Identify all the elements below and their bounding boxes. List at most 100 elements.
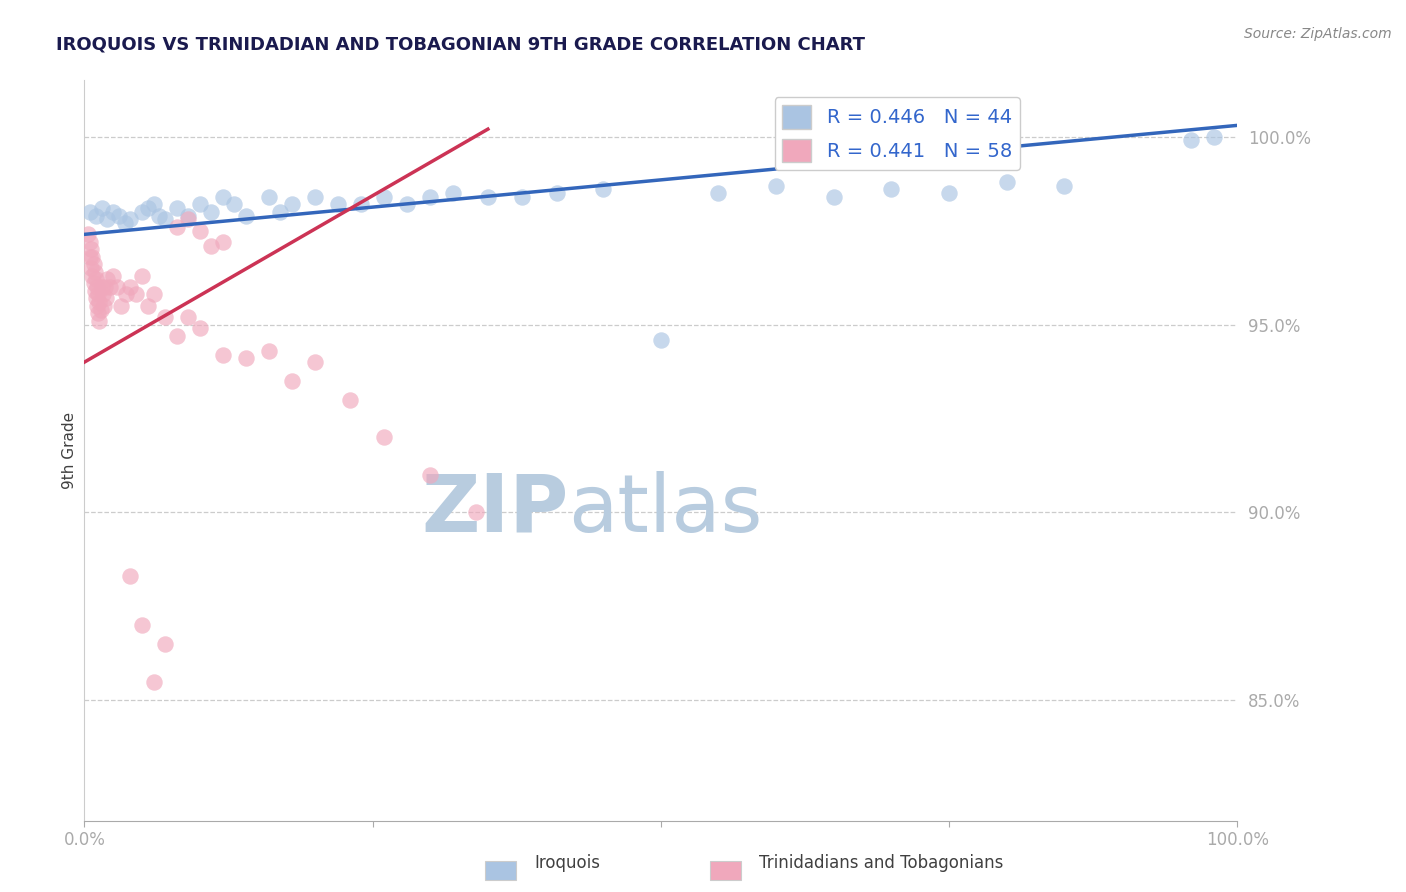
Point xyxy=(188,321,211,335)
Point xyxy=(257,190,280,204)
Point xyxy=(80,243,103,257)
Text: Trinidadians and Tobagonians: Trinidadians and Tobagonians xyxy=(759,855,1004,872)
Point xyxy=(82,250,104,264)
Point xyxy=(211,190,233,204)
Point xyxy=(90,201,112,215)
Point xyxy=(707,186,730,200)
Text: Source: ZipAtlas.com: Source: ZipAtlas.com xyxy=(1244,27,1392,41)
Point xyxy=(153,310,176,324)
Point xyxy=(373,430,395,444)
Point xyxy=(1204,129,1226,144)
Point xyxy=(224,197,246,211)
Text: Iroquois: Iroquois xyxy=(534,855,600,872)
Point xyxy=(200,238,222,252)
Text: ZIP: ZIP xyxy=(422,471,568,549)
Point xyxy=(87,306,110,320)
Point xyxy=(823,190,845,204)
Point xyxy=(96,291,118,305)
Point xyxy=(120,280,142,294)
Point xyxy=(96,272,118,286)
Point xyxy=(120,212,142,227)
Point xyxy=(136,299,159,313)
Point xyxy=(281,197,304,211)
Point xyxy=(441,186,464,200)
Point xyxy=(396,197,419,211)
Point xyxy=(136,201,159,215)
Point xyxy=(108,209,131,223)
Point xyxy=(89,295,111,310)
Point xyxy=(125,287,148,301)
Point xyxy=(1053,178,1076,193)
Point xyxy=(419,467,441,482)
Point xyxy=(91,287,114,301)
Point xyxy=(419,190,441,204)
Point xyxy=(650,333,672,347)
Point xyxy=(211,235,233,249)
Point xyxy=(79,204,101,219)
Text: atlas: atlas xyxy=(568,471,763,549)
Point xyxy=(166,328,188,343)
Point xyxy=(79,250,101,264)
Point xyxy=(148,209,170,223)
Point xyxy=(765,178,787,193)
Point xyxy=(103,268,124,283)
Point xyxy=(142,287,165,301)
Point xyxy=(83,265,105,279)
Point xyxy=(465,506,488,520)
Legend: R = 0.446   N = 44, R = 0.441   N = 58: R = 0.446 N = 44, R = 0.441 N = 58 xyxy=(775,97,1019,170)
Point xyxy=(188,197,211,211)
Point xyxy=(83,257,105,271)
Y-axis label: 9th Grade: 9th Grade xyxy=(62,412,77,489)
Point xyxy=(94,280,117,294)
Point xyxy=(84,291,107,305)
Point xyxy=(86,299,108,313)
Point xyxy=(131,618,153,632)
Point xyxy=(110,299,132,313)
Point xyxy=(257,343,280,358)
Point xyxy=(326,197,349,211)
Text: IROQUOIS VS TRINIDADIAN AND TOBAGONIAN 9TH GRADE CORRELATION CHART: IROQUOIS VS TRINIDADIAN AND TOBAGONIAN 9… xyxy=(56,36,865,54)
Point xyxy=(269,204,291,219)
Point xyxy=(995,175,1018,189)
Point xyxy=(592,182,614,196)
Point xyxy=(153,637,176,651)
Point xyxy=(76,227,98,242)
Point xyxy=(512,190,534,204)
Point xyxy=(153,212,176,227)
Point xyxy=(166,201,188,215)
Point xyxy=(350,197,373,211)
Point xyxy=(211,348,233,362)
Point xyxy=(1180,133,1202,147)
Point xyxy=(177,209,200,223)
Point xyxy=(131,268,153,283)
Point xyxy=(373,190,395,204)
Point xyxy=(93,299,115,313)
Point xyxy=(90,280,112,294)
Point xyxy=(281,374,304,388)
Point xyxy=(80,261,103,276)
Point xyxy=(200,204,222,219)
Point xyxy=(89,314,111,328)
Point xyxy=(83,277,105,291)
Point xyxy=(166,219,188,234)
Point xyxy=(114,216,136,230)
Point xyxy=(84,272,107,286)
Point xyxy=(177,310,200,324)
Point xyxy=(105,280,128,294)
Point xyxy=(235,209,257,223)
Point xyxy=(235,351,257,366)
Point xyxy=(142,197,165,211)
Point xyxy=(546,186,568,200)
Point xyxy=(84,209,107,223)
Point xyxy=(82,268,104,283)
Point xyxy=(103,204,124,219)
Point xyxy=(131,204,153,219)
Point xyxy=(79,235,101,249)
Point xyxy=(188,224,211,238)
Point xyxy=(98,280,121,294)
Point xyxy=(938,186,960,200)
Point xyxy=(304,355,326,369)
Point xyxy=(304,190,326,204)
Point xyxy=(477,190,499,204)
Point xyxy=(89,302,111,317)
